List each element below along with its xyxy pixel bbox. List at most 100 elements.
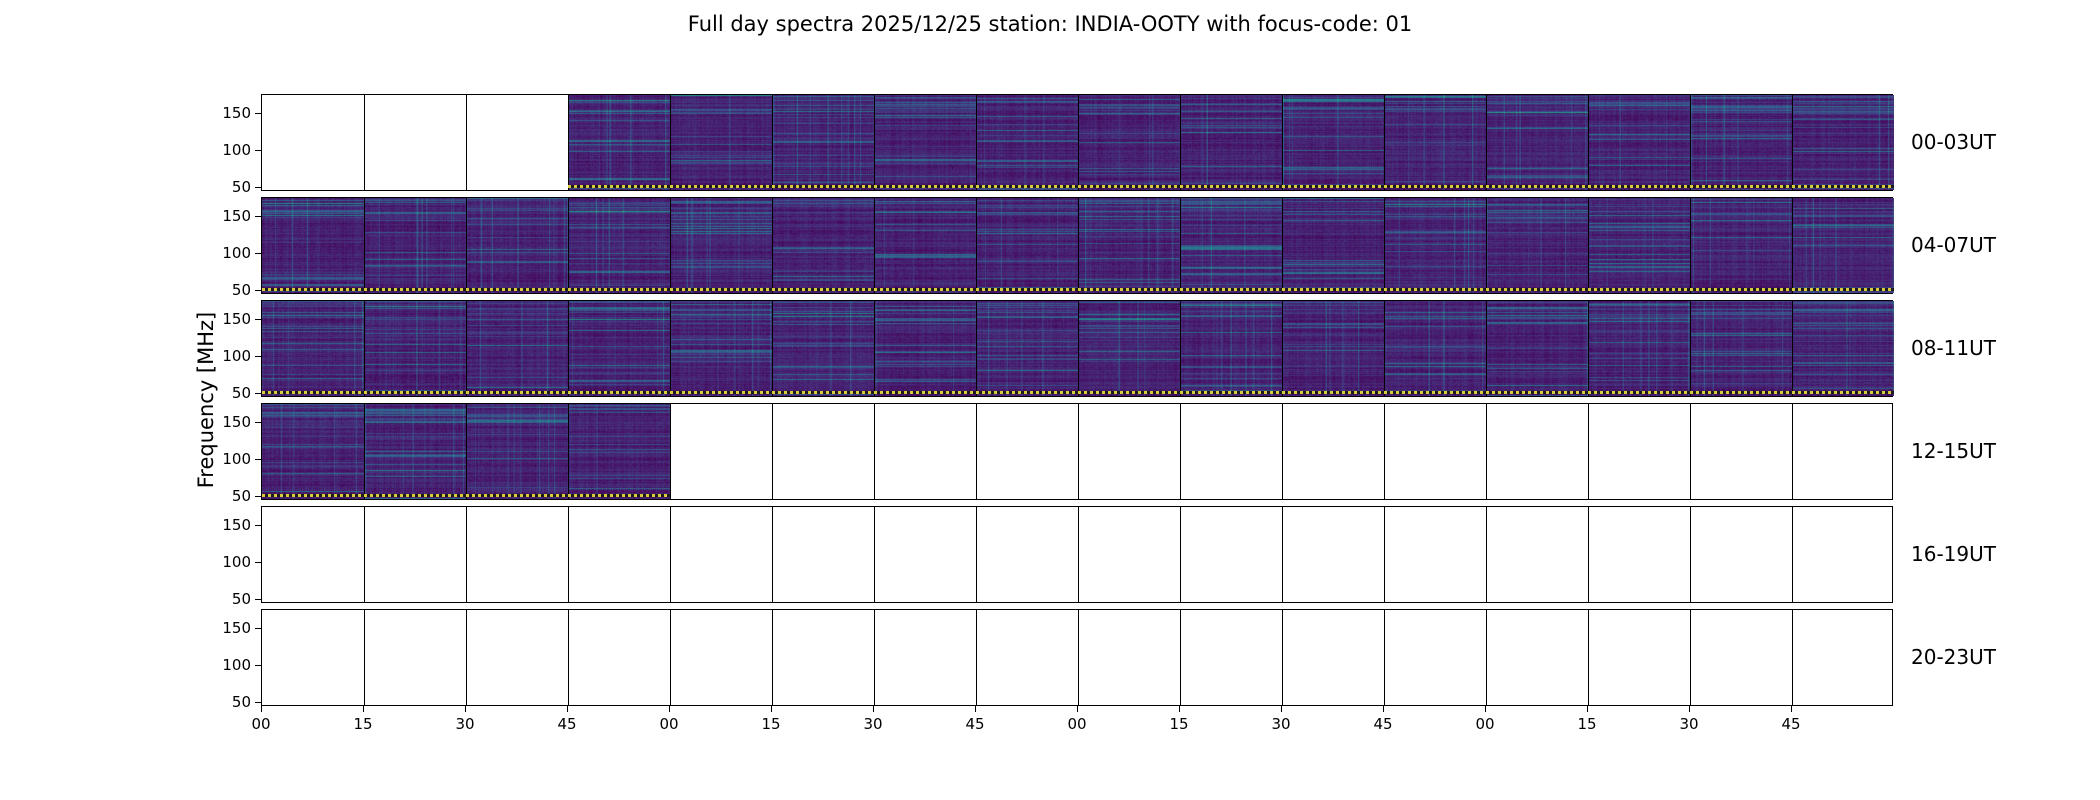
spectrogram-panel [670,404,772,499]
spectrogram-panel [568,301,670,396]
spectrogram-canvas [977,95,1078,190]
spectrogram-panel [1282,95,1384,190]
observation-marker-line [772,391,874,394]
spectrogram-panel [1180,507,1282,602]
y-tick-mark [255,290,261,292]
spectrogram-canvas [977,198,1078,293]
observation-marker-line [772,185,874,188]
spectrogram-canvas [1079,198,1180,293]
observation-marker-line [976,288,1078,291]
spectrogram-panel [1690,404,1792,499]
row-time-range-label: 16-19UT [1911,541,1996,566]
spectrogram-panel [1282,301,1384,396]
observation-marker-line [262,494,364,497]
spectrogram-panel [1588,198,1690,293]
spectrogram-panel [1690,198,1792,293]
observation-marker-line [1486,185,1588,188]
observation-marker-line [670,391,772,394]
spectrogram-panel [1384,301,1486,396]
spectrogram-canvas [1793,198,1894,293]
spectrogram-panel [466,198,568,293]
spectrogram-panel [772,301,874,396]
spectrogram-panel [262,301,364,396]
spectrogram-canvas [875,95,976,190]
y-tick-mark [255,318,261,320]
spectrogram-panel [1486,610,1588,705]
spectrogram-panel [1384,95,1486,190]
spectra-row [261,94,1894,191]
spectrogram-panel [1384,507,1486,602]
spectrogram-panel [874,301,976,396]
observation-marker-line [1792,288,1894,291]
spectrogram-panel [1180,610,1282,705]
y-tick-mark [255,599,261,601]
spectrogram-panel [1588,301,1690,396]
spectrogram-panel [1282,198,1384,293]
x-tick-mark [1791,706,1792,712]
x-tick-label: 00 [1067,715,1087,733]
y-tick-mark [255,702,261,704]
spectrogram-panel [1180,95,1282,190]
spectrogram-panel [364,610,466,705]
x-tick-mark [1485,706,1486,712]
spectrogram-panel [364,95,466,190]
spectrogram-panel [772,507,874,602]
y-tick-mark [255,524,261,526]
spectrogram-panel [364,507,466,602]
y-tick-label: 100 [222,552,251,571]
observation-marker-line [772,288,874,291]
y-tick-mark [255,627,261,629]
observation-marker-line [568,494,670,497]
observation-marker-line [1282,185,1384,188]
y-tick-label: 50 [231,384,251,403]
x-tick-label: 15 [761,715,781,733]
observation-marker-line [1588,391,1690,394]
spectrogram-panel [772,404,874,499]
x-tick-mark [1281,706,1282,712]
y-tick-label: 150 [222,309,251,328]
observation-marker-line [466,494,568,497]
spectrogram-panel [976,198,1078,293]
spectrogram-panel [874,198,976,293]
spectrogram-panel [1792,507,1894,602]
spectrogram-canvas [262,404,364,499]
spectrogram-panel [466,95,568,190]
spectrogram-panel [1690,301,1792,396]
spectrogram-canvas [1793,301,1894,396]
x-tick-mark [1383,706,1384,712]
observation-marker-line [364,494,466,497]
spectrogram-panel [262,507,364,602]
spectra-row [261,403,1893,500]
observation-marker-line [466,288,568,291]
x-tick-mark [567,706,568,712]
spectrogram-panel [1486,507,1588,602]
observation-marker-line [1078,288,1180,291]
spectrogram-canvas [1181,95,1282,190]
spectrogram-panel [1078,301,1180,396]
spectra-row [261,300,1894,397]
spectra-row [261,609,1893,706]
spectrogram-panel [1078,198,1180,293]
observation-marker-line [670,288,772,291]
row-time-range-label: 12-15UT [1911,438,1996,463]
spectrogram-panel [874,404,976,499]
x-tick-mark [873,706,874,712]
observation-marker-line [568,391,670,394]
observation-marker-line [1486,288,1588,291]
y-tick-label: 100 [222,655,251,674]
y-tick-mark [255,664,261,666]
spectrogram-panel [466,301,568,396]
x-tick-mark [363,706,364,712]
spectrogram-panel [1384,610,1486,705]
x-tick-label: 30 [863,715,883,733]
spectrogram-panel [670,610,772,705]
spectrogram-panel [1486,301,1588,396]
y-tick-mark [255,187,261,189]
y-tick-mark [255,421,261,423]
row-time-range-label: 04-07UT [1911,232,1996,257]
spectrogram-panel [364,301,466,396]
y-tick-label: 50 [231,693,251,712]
x-tick-label: 00 [1475,715,1495,733]
observation-marker-line [1792,185,1894,188]
spectrogram-panel [568,610,670,705]
